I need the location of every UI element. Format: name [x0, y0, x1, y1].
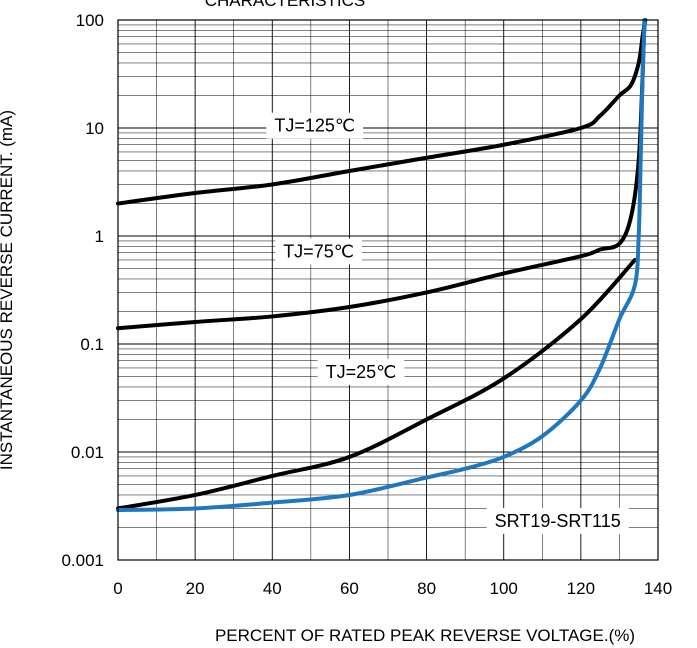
series-line-2	[116, 257, 637, 511]
curve-label-text: TJ=125℃	[274, 116, 355, 136]
tick-labels-layer: 0 20 40 60 80 100 120 140 0.001 0.01 0.1 1 10 100	[61, 11, 672, 598]
y-axis-title: INSTANTANEOUS REVERSE CURRENT. (mA)	[0, 110, 16, 470]
y-tick-label: 0.01	[71, 443, 104, 462]
series-line-0	[116, 18, 648, 206]
x-tick-label: 80	[417, 579, 436, 598]
curve-label-3: SRT19-SRT115	[486, 507, 629, 534]
y-tick-label: 100	[76, 11, 104, 30]
plot-frame	[117, 19, 659, 561]
curve-label-text: TJ=25℃	[326, 362, 397, 382]
curve-label-text: SRT19-SRT115	[495, 511, 621, 531]
y-tick-label: 0.001	[61, 551, 104, 570]
curve-labels-layer: TJ=125℃ TJ=75℃ TJ=25℃ SRT19-SRT115	[266, 112, 629, 534]
x-tick-label: 100	[490, 579, 518, 598]
curve-label-background	[486, 507, 629, 534]
curve-label-text: TJ=75℃	[283, 241, 354, 261]
curve-label-1: TJ=75℃	[275, 238, 362, 265]
x-tick-label: 140	[644, 579, 672, 598]
x-tick-label: 60	[340, 579, 359, 598]
series-line-1	[116, 18, 647, 331]
curve-label-background	[317, 359, 405, 386]
x-tick-label: 120	[567, 579, 595, 598]
curve-label-background	[266, 112, 364, 139]
curve-label-2: TJ=25℃	[317, 359, 405, 386]
curves-layer	[116, 18, 648, 513]
chart-title: CHARACTERISTICS	[205, 0, 366, 10]
x-tick-label: 20	[186, 579, 205, 598]
x-axis-title: PERCENT OF RATED PEAK REVERSE VOLTAGE.(%…	[215, 626, 635, 645]
curve-label-background	[275, 238, 362, 265]
curve-label-0: TJ=125℃	[266, 112, 364, 139]
y-tick-label: 10	[85, 119, 104, 138]
x-tick-label: 40	[263, 579, 282, 598]
x-tick-label: 0	[113, 579, 122, 598]
grid-layer	[117, 20, 659, 561]
y-tick-label: 0.1	[80, 335, 104, 354]
series-line-3	[116, 18, 647, 513]
y-tick-label: 1	[95, 227, 104, 246]
